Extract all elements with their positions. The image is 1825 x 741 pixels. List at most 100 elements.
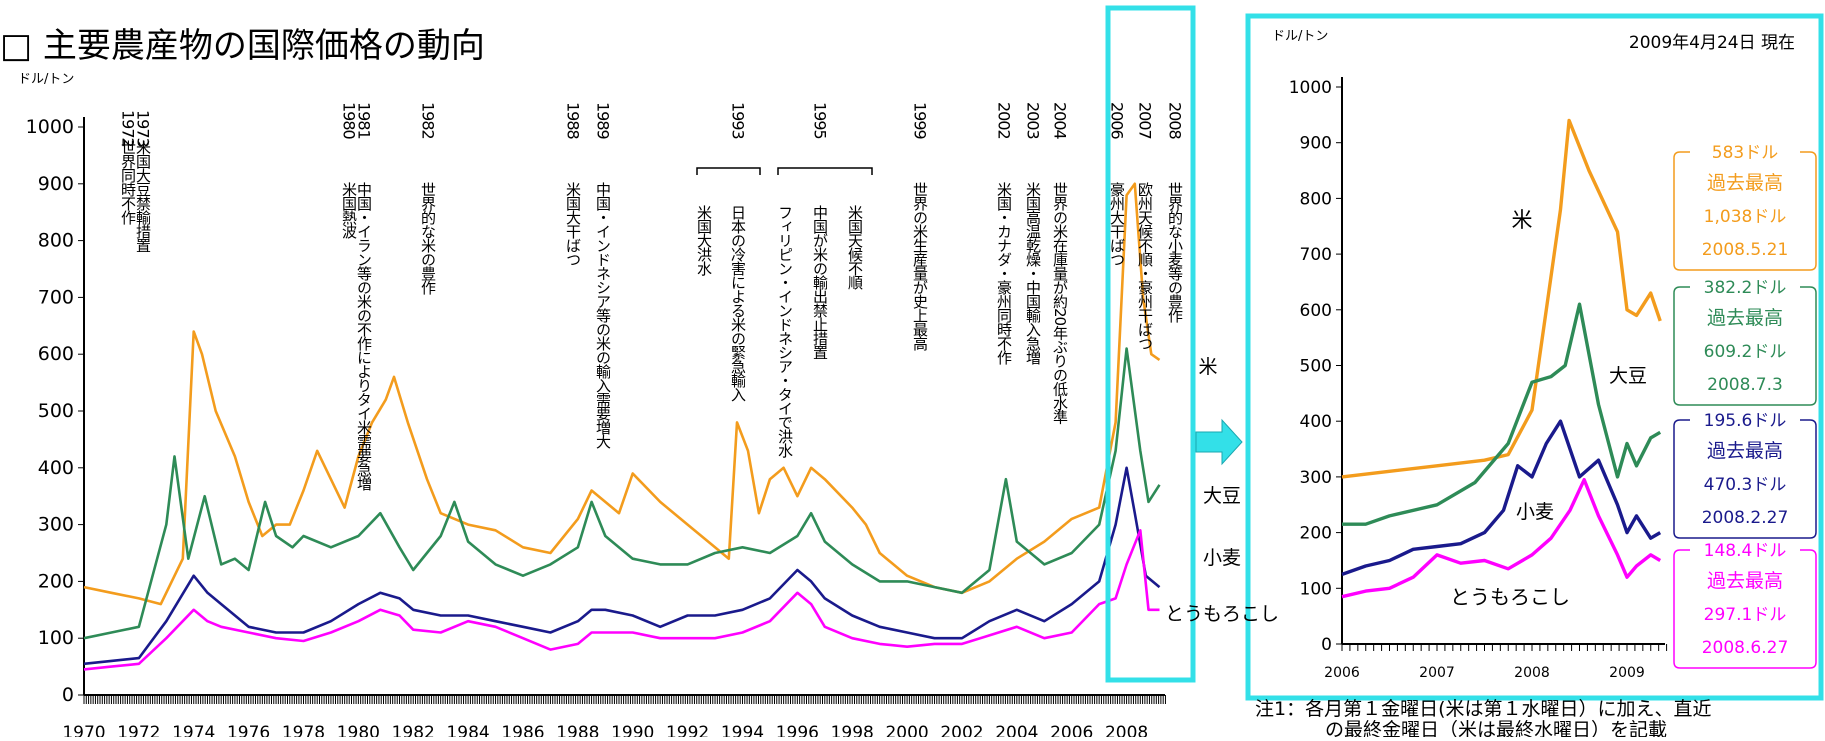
callout-record-wheat: 470.3ドル	[1704, 475, 1787, 495]
as-of-date: 2009年4月24日 現在	[1629, 33, 1795, 53]
x-tick-label: 2004	[995, 723, 1038, 737]
x-tick-label: 1970	[62, 723, 105, 737]
x-tick-label: 2007	[1419, 665, 1455, 681]
y-tick-label: 200	[1300, 524, 1332, 544]
event-year: 1980	[340, 102, 359, 140]
y-tick-label: 900	[1300, 134, 1332, 154]
callout-current-wheat: 195.6ドル	[1704, 411, 1787, 431]
x-tick-label: 1984	[446, 723, 489, 737]
callout-record-label-wheat: 過去最高	[1707, 440, 1783, 462]
legend-soybean: 大豆	[1203, 485, 1241, 507]
event-label: 世界的な米の豊作	[419, 182, 437, 295]
event-label: 豪州大干ばつ	[1108, 181, 1126, 266]
x-tick-label: 1998	[831, 723, 874, 737]
x-tick-label: 2002	[940, 723, 983, 737]
event-label: 米国大洪水	[695, 205, 713, 276]
y-tick-label: 600	[38, 343, 74, 365]
series-line-corn	[83, 528, 1160, 671]
y-tick-label: 1000	[1289, 78, 1332, 98]
event-year: 2003	[1024, 102, 1043, 139]
x-tick-label: 2009	[1609, 665, 1645, 681]
event-bracket	[777, 167, 873, 175]
y-tick-label: 600	[1300, 301, 1332, 321]
y-tick-label: 900	[38, 173, 74, 195]
y-tick-label: 300	[1300, 468, 1332, 488]
x-tick-label: 1994	[721, 723, 764, 737]
event-label: 中国が米の輸出禁止措置	[811, 205, 829, 359]
zoom-arrow-icon	[1195, 418, 1243, 466]
y-tick-label: 400	[1300, 412, 1332, 432]
x-tick-label: 2006	[1324, 665, 1360, 681]
event-label: 世界同時不作	[119, 140, 137, 225]
y-tick-label: 100	[1300, 579, 1332, 599]
event-year: 2006	[1108, 102, 1127, 140]
x-tick-label: 1992	[666, 723, 709, 737]
x-tick-label: 2006	[1050, 723, 1093, 737]
series-line-soybean	[1342, 302, 1662, 526]
y-tick-label: 500	[1300, 357, 1332, 377]
callout-current-corn: 148.4ドル	[1704, 541, 1787, 561]
x-tick-label: 1986	[501, 723, 544, 737]
event-label: フィリピン・インドネシア・タイで洪水	[776, 205, 794, 458]
x-tick-label: 2000	[885, 723, 928, 737]
event-year: 1973	[134, 110, 153, 147]
series-label-soybean: 大豆	[1609, 365, 1647, 387]
y-unit-label: ドル/トン	[18, 72, 74, 87]
y-tick-label: 0	[62, 684, 74, 706]
callout-frame-rice	[1673, 151, 1817, 271]
page-title: □ 主要農産物の国際価格の動向	[0, 26, 485, 66]
y-unit-label: ドル/トン	[1272, 29, 1328, 44]
event-label: 世界の米在庫量が約20年ぶりの低水準	[1051, 182, 1069, 424]
x-tick-label: 1988	[556, 723, 599, 737]
callout-current-rice: 583ドル	[1712, 143, 1778, 163]
legend-corn: とうもろこし	[1165, 603, 1279, 625]
event-bracket	[696, 167, 761, 175]
series-line-rice	[1341, 118, 1662, 479]
x-tick-label: 1974	[172, 723, 215, 737]
callout-record-label-rice: 過去最高	[1707, 172, 1783, 194]
highlight-box	[1105, 5, 1196, 683]
event-year: 2007	[1136, 102, 1155, 139]
event-label: 米国大干ばつ	[564, 182, 582, 266]
event-label: 米国・カナダ・豪州同時不作	[995, 182, 1013, 365]
event-label: 中国・インドネシア等の米の輸入需要増大	[594, 182, 612, 449]
y-tick-label: 100	[38, 627, 74, 649]
event-year: 1999	[911, 102, 930, 140]
event-label: 世界的な小麦等の豊作	[1166, 182, 1184, 323]
event-year: 1995	[811, 102, 830, 139]
x-tick-label: 1982	[392, 723, 435, 737]
series-label-corn: とうもろこし	[1450, 585, 1570, 609]
left-chart: 0 100 200 300 400 500 600 700 800 900 1000 ドル/トン 197…	[18, 72, 1185, 741]
event-label: 米国大豆禁輸措置	[134, 140, 152, 252]
callout-record-label-corn: 過去最高	[1707, 570, 1783, 592]
event-year: 2008	[1166, 102, 1185, 140]
callout-date-soybean: 2008.7.3	[1707, 375, 1783, 395]
event-year: 1993	[729, 102, 748, 139]
series-line-wheat	[1341, 419, 1662, 577]
y-tick-label: 400	[38, 457, 74, 479]
event-label: 世界の米生産量が史上最高	[911, 182, 929, 351]
note-line1: 注1：各月第１金曜日(米は第１水曜日）に加え、直近	[1255, 698, 1712, 720]
y-tick-label: 0	[1321, 635, 1332, 655]
event-year: 1982	[419, 102, 438, 139]
y-tick-label: 700	[1300, 245, 1332, 265]
y-tick-label: 800	[1300, 189, 1332, 209]
legend-rice: 米	[1198, 356, 1217, 378]
x-tick-label: 1978	[282, 723, 325, 737]
event-year: 1981	[355, 102, 374, 139]
event-label: 米国熱波	[340, 182, 358, 239]
series-line-corn	[1341, 478, 1662, 599]
series-label-wheat: 小麦	[1516, 501, 1554, 523]
x-tick-label: 1980	[337, 723, 380, 737]
callout-record-soybean: 609.2ドル	[1704, 342, 1787, 362]
event-label: 米国高温乾燥・中国輸入急増	[1024, 182, 1042, 365]
event-year: 2002	[995, 102, 1014, 139]
event-label: 日本の冷害による米の緊急輸入	[729, 205, 747, 402]
event-label: 中国・イラン等の米の不作によりタイ米需要急増	[355, 182, 373, 491]
callout-record-corn: 297.1ドル	[1704, 605, 1787, 625]
callout-frame-corn	[1673, 549, 1817, 669]
y-tick-label: 500	[38, 400, 74, 422]
y-tick-label: 700	[38, 286, 74, 308]
